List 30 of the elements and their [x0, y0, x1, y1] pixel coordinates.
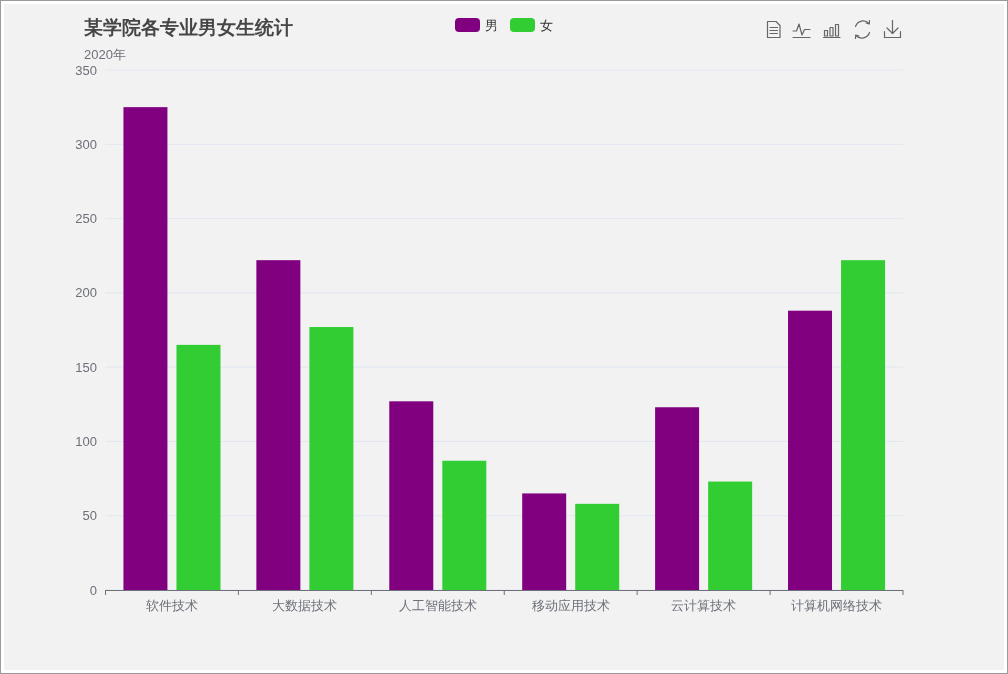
y-tick-label: 150 — [75, 359, 97, 375]
chart-title: 某学院各专业男女生统计 — [84, 17, 293, 38]
x-tick-label: 云计算技术 — [671, 597, 737, 613]
bar — [841, 260, 886, 590]
bar — [788, 310, 833, 590]
chart-subtitle: 2020年 — [84, 47, 126, 62]
bar — [522, 493, 567, 590]
bar — [256, 260, 301, 590]
y-tick-label: 200 — [75, 285, 97, 301]
bar — [176, 344, 221, 590]
y-tick-label: 300 — [75, 136, 97, 152]
x-tick-label: 计算机网络技术 — [791, 597, 883, 613]
bar — [389, 401, 434, 590]
y-tick-label: 100 — [75, 433, 97, 449]
legend-label: 男 — [485, 17, 498, 33]
x-tick-label: 软件技术 — [145, 597, 198, 613]
x-tick-label: 大数据技术 — [272, 597, 338, 613]
y-tick-label: 50 — [82, 508, 97, 524]
x-tick-label: 移动应用技术 — [531, 597, 610, 613]
x-tick-label: 人工智能技术 — [398, 597, 477, 613]
bar — [309, 327, 354, 590]
y-tick-label: 250 — [75, 211, 97, 227]
y-tick-label: 0 — [89, 582, 97, 598]
bar — [655, 407, 700, 590]
bar — [575, 503, 620, 590]
bar — [123, 107, 168, 590]
legend-label: 女 — [540, 17, 553, 33]
bar — [442, 460, 487, 590]
bar — [708, 481, 753, 590]
y-tick-label: 350 — [75, 62, 97, 78]
